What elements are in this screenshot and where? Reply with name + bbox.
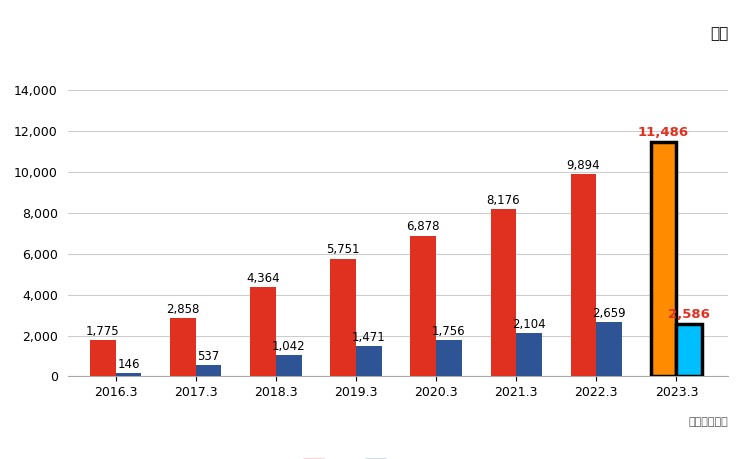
Bar [411, 236, 436, 376]
Text: 2,586: 2,586 [668, 308, 710, 321]
Bar [490, 209, 516, 376]
Bar [677, 324, 702, 376]
Legend: 売上, 経常: 売上, 経常 [297, 453, 420, 459]
Bar [116, 374, 141, 376]
Text: 537: 537 [198, 350, 220, 363]
Bar [516, 333, 541, 376]
Text: 2,858: 2,858 [166, 302, 200, 315]
Text: 11,486: 11,486 [638, 126, 689, 139]
Bar [356, 347, 382, 376]
Text: 5,751: 5,751 [327, 243, 360, 257]
Bar [170, 318, 196, 376]
Text: 6,878: 6,878 [406, 220, 440, 233]
Bar [196, 365, 222, 376]
Text: 9,894: 9,894 [567, 159, 600, 172]
Text: 2,104: 2,104 [512, 318, 546, 331]
Bar [651, 142, 677, 376]
Text: 2,659: 2,659 [593, 307, 626, 319]
Text: 予想: 予想 [710, 26, 728, 41]
Text: 1,471: 1,471 [352, 331, 386, 344]
Bar [250, 287, 276, 376]
Bar [90, 340, 116, 376]
Text: 8,176: 8,176 [487, 194, 520, 207]
Text: 146: 146 [117, 358, 140, 371]
Text: 4,364: 4,364 [246, 272, 280, 285]
Text: 単位：百万円: 単位：百万円 [689, 417, 728, 427]
Bar [436, 341, 462, 376]
Bar [330, 259, 356, 376]
Text: 1,042: 1,042 [272, 340, 306, 353]
Bar [571, 174, 596, 376]
Bar [596, 322, 622, 376]
Text: 1,775: 1,775 [86, 325, 119, 338]
Bar [276, 355, 301, 376]
Text: 1,756: 1,756 [432, 325, 466, 338]
